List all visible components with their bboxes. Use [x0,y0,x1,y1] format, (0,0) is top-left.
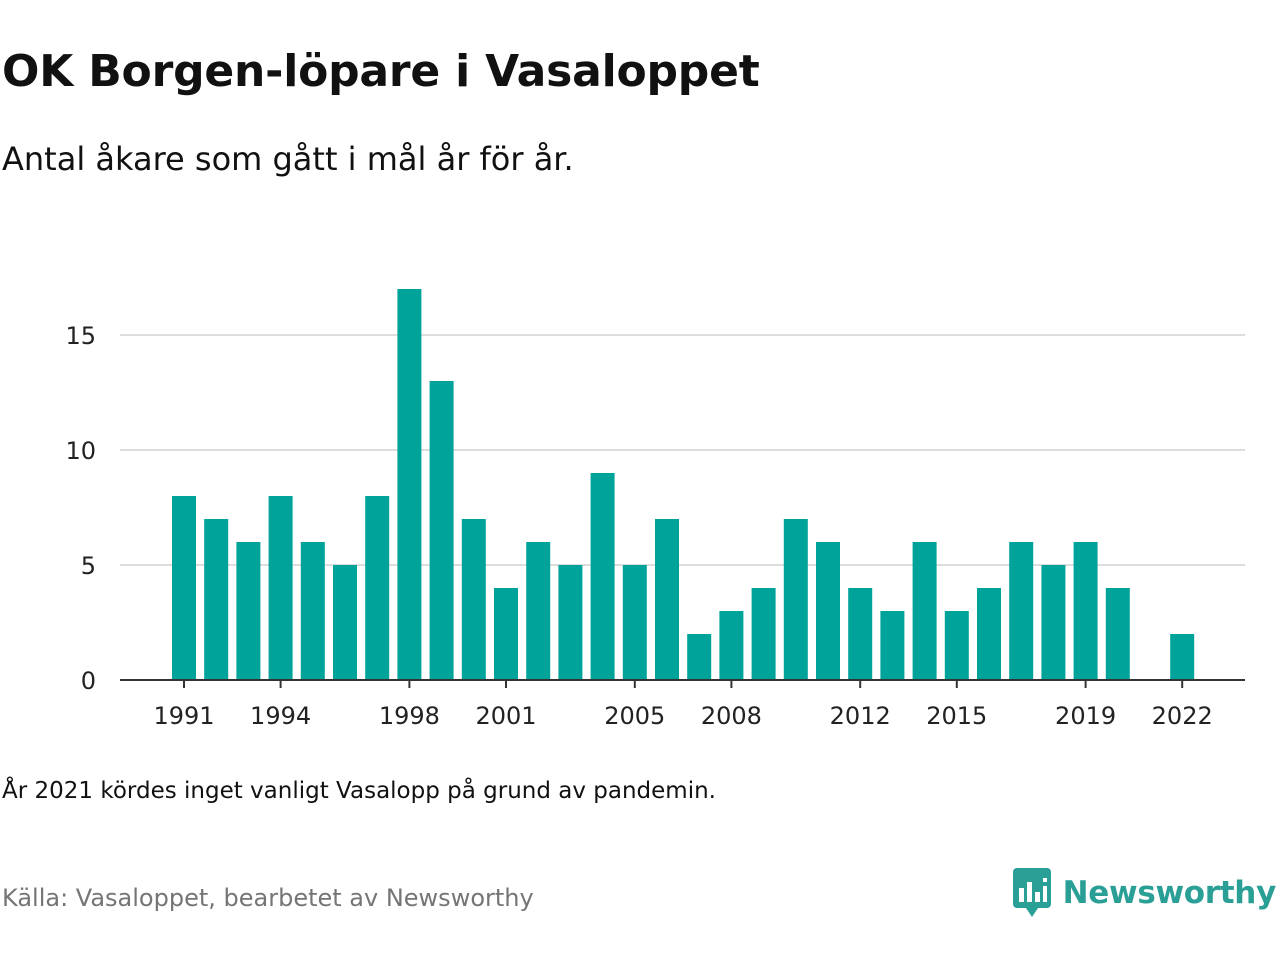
bar-2016 [977,588,1001,680]
x-tick-label: 2008 [701,702,762,730]
source-text: Källa: Vasaloppet, bearbetet av Newswort… [2,884,534,912]
bar-2008 [719,611,744,680]
bar-2004 [590,473,615,680]
bar-1997 [365,496,390,680]
chart-title: OK Borgen-löpare i Vasaloppet [2,46,760,97]
bar-2013 [880,611,905,680]
bar-2017 [1009,542,1034,680]
bar-1998 [397,289,422,680]
bar-2006 [655,519,679,680]
bars [172,289,1195,680]
bar-2002 [526,542,551,680]
bar-2014 [912,542,937,680]
x-tick-label: 2019 [1055,702,1116,730]
bar-2007 [687,634,712,680]
bar-1992 [204,519,229,680]
bar-2001 [494,588,518,680]
bar-2011 [816,542,840,680]
bar-2019 [1073,542,1098,680]
brand-logo: Newsworthy [1012,868,1277,918]
bar-1999 [429,381,454,680]
brand-name: Newsworthy [1062,875,1277,911]
y-tick-label: 15 [65,322,96,350]
x-tick-label: 2001 [475,702,536,730]
bar-2018 [1041,565,1066,680]
newsworthy-logo-icon [1012,868,1051,917]
footnote: År 2021 kördes inget vanligt Vasalopp på… [2,778,716,804]
bar-2009 [751,588,776,680]
x-tick-label: 2012 [830,702,891,730]
bar-1995 [300,542,325,680]
bar-2003 [558,565,583,680]
axes [120,679,1245,688]
bar-2022 [1170,634,1195,680]
chart-subtitle: Antal åkare som gått i mål år för år. [2,140,574,178]
y-tick-label: 5 [81,552,96,580]
bar-2020 [1105,588,1130,680]
x-tick-label: 1998 [379,702,440,730]
y-tick-label: 0 [81,667,96,695]
tick-labels: 0 5 10 15 1991 1994 1998 2001 2005 2008 2012 2015 20… [65,322,1212,730]
bar-1996 [333,565,357,680]
bar-1994 [268,496,293,680]
bar-2010 [783,519,808,680]
x-tick-label: 1991 [153,702,214,730]
y-tick-label: 10 [65,437,96,465]
bar-chart: 0 5 10 15 1991 1994 1998 2001 2005 2008 2012 2015 20… [65,289,1245,730]
x-tick-label: 2005 [604,702,665,730]
x-tick-label: 2015 [926,702,987,730]
bar-2015 [944,611,969,680]
bar-2000 [461,519,486,680]
bar-1993 [236,542,261,680]
x-tick-label: 2022 [1152,702,1213,730]
x-tick-label: 1994 [250,702,311,730]
bar-1991 [172,496,196,680]
bar-2012 [848,588,873,680]
bar-2005 [622,565,647,680]
